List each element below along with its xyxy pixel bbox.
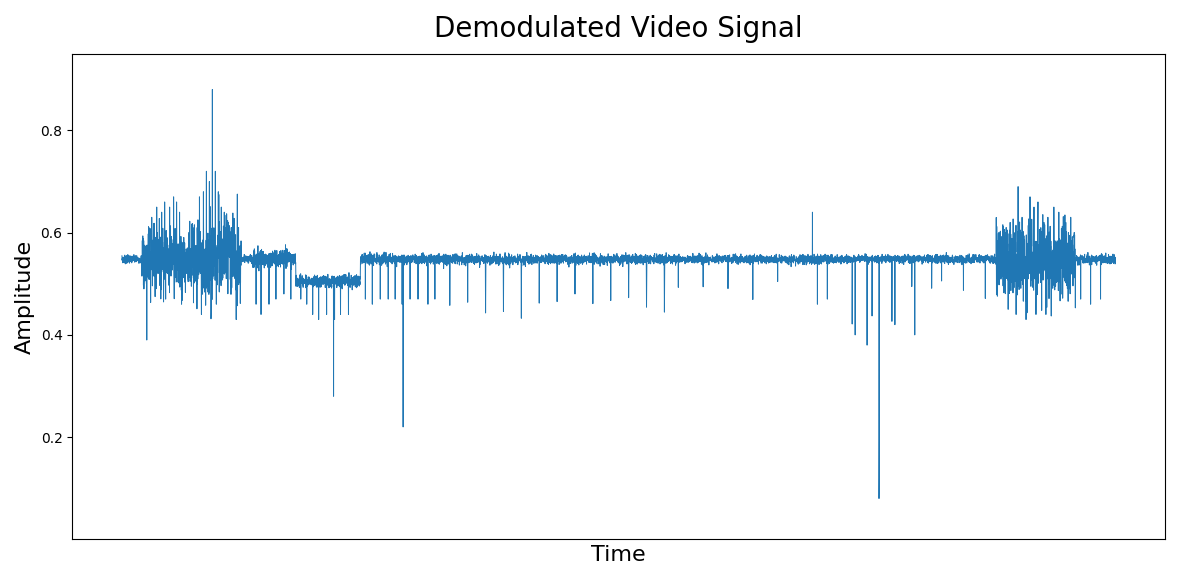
X-axis label: Time: Time: [591, 545, 645, 565]
Y-axis label: Amplitude: Amplitude: [15, 240, 35, 354]
Title: Demodulated Video Signal: Demodulated Video Signal: [434, 15, 802, 43]
